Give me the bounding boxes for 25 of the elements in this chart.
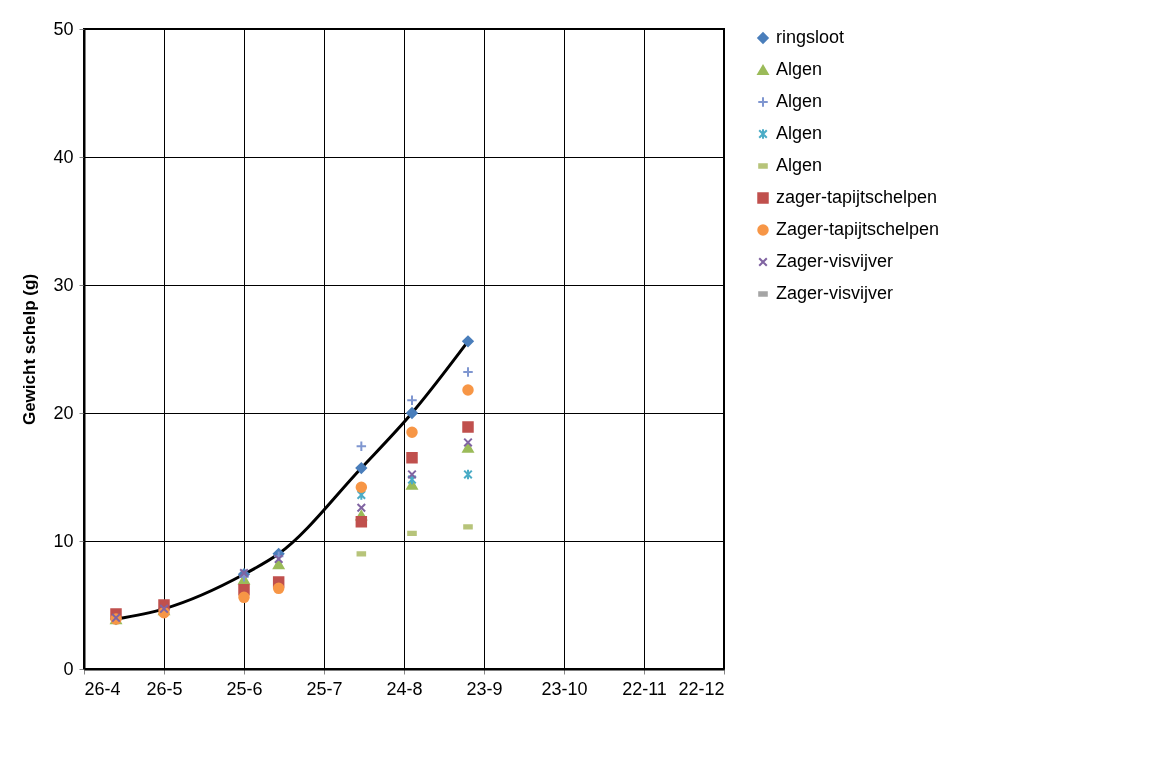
x-tick-label: 23-9 <box>466 678 503 699</box>
x-tick-label: 25-7 <box>306 678 343 699</box>
y-axis-title: Gewicht schelp (g) <box>20 273 40 426</box>
legend-label: Algen <box>776 123 823 143</box>
x-tick-label: 25-6 <box>226 678 263 699</box>
legend-label: zager-tapijtschelpen <box>776 187 938 207</box>
x-tick-label: 22-12 <box>678 678 725 699</box>
legend-label: Algen <box>776 155 823 175</box>
legend-label: Zager-tapijtschelpen <box>776 219 940 239</box>
y-tick-label: 0 <box>63 658 74 679</box>
x-tick-label: 22-11 <box>622 678 667 699</box>
legend-label: ringsloot <box>776 27 845 47</box>
y-tick-label: 10 <box>53 530 74 551</box>
legend-label: Zager-visvijver <box>776 251 894 271</box>
y-tick-label: 40 <box>53 146 74 167</box>
y-tick-label: 20 <box>53 402 74 423</box>
x-tick-label: 26-4 <box>84 678 121 699</box>
legend-label: Zager-visvijver <box>776 283 894 303</box>
x-tick-label: 26-5 <box>146 678 183 699</box>
y-tick-label: 30 <box>53 274 74 295</box>
legend-label: Algen <box>776 59 823 79</box>
legend-label: Algen <box>776 91 823 111</box>
x-tick-label: 24-8 <box>386 678 423 699</box>
y-tick-label: 50 <box>53 18 74 39</box>
x-tick-label: 23-10 <box>541 678 588 699</box>
